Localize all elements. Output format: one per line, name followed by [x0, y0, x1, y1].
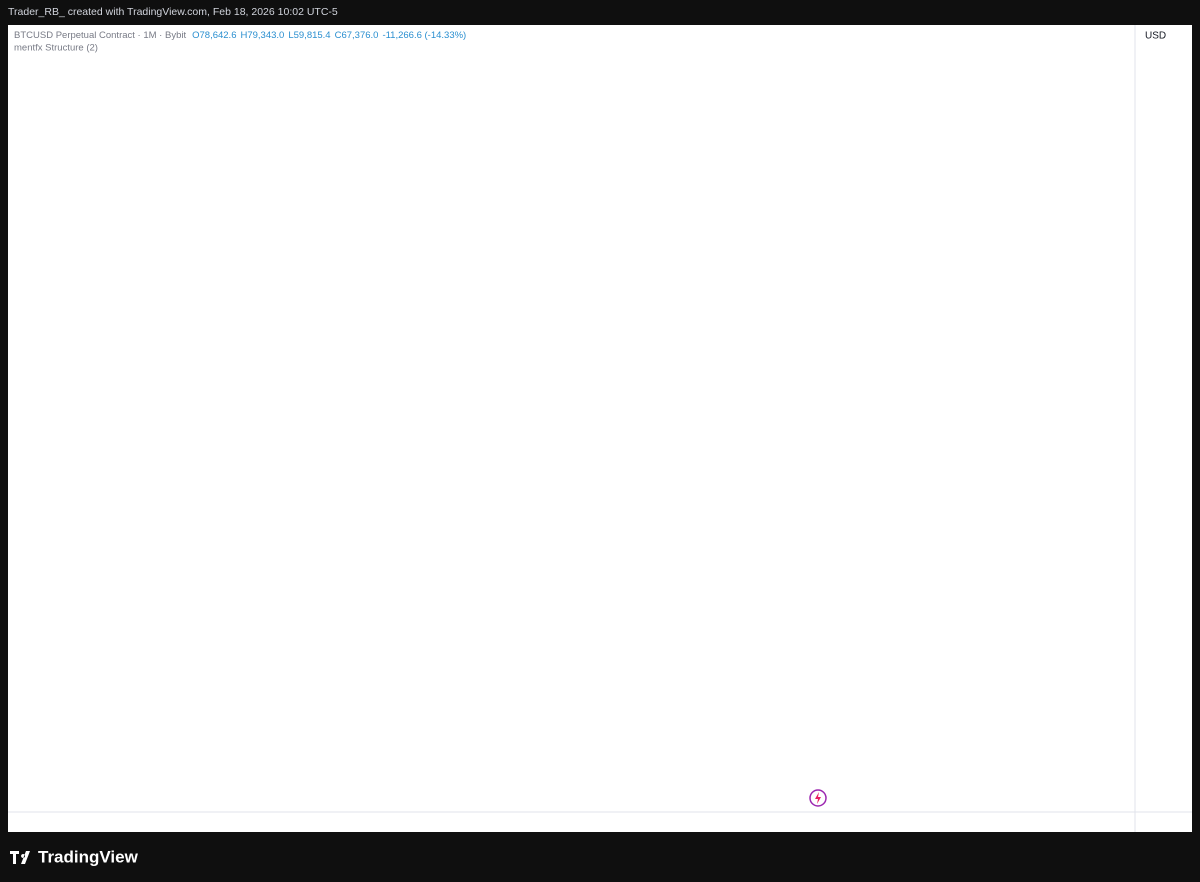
legend-high: H79,343.0	[240, 30, 284, 41]
logo-mark	[10, 851, 30, 864]
footer-logo: TradingView	[10, 847, 139, 866]
legend-close: C67,376.0	[335, 30, 379, 41]
currency: USD	[1145, 31, 1166, 42]
chart-area	[8, 25, 1192, 832]
alert-icon[interactable]	[809, 789, 827, 807]
footer-brand: TradingView	[38, 847, 139, 866]
topbar-text: Trader_RB_ created with TradingView.com,…	[8, 6, 338, 18]
legend-change: -11,266.6 (-14.33%)	[382, 30, 466, 41]
legend-symbol: BTCUSD Perpetual Contract · 1M · Bybit	[14, 30, 186, 41]
alert-icon-bolt[interactable]	[815, 792, 821, 804]
indicator-label: mentfx Structure (2)	[14, 43, 98, 54]
legend-low: L59,815.4	[288, 30, 330, 41]
legend-open: O78,642.6	[192, 30, 236, 41]
legend: BTCUSD Perpetual Contract · 1M · Bybit O7…	[14, 30, 466, 41]
